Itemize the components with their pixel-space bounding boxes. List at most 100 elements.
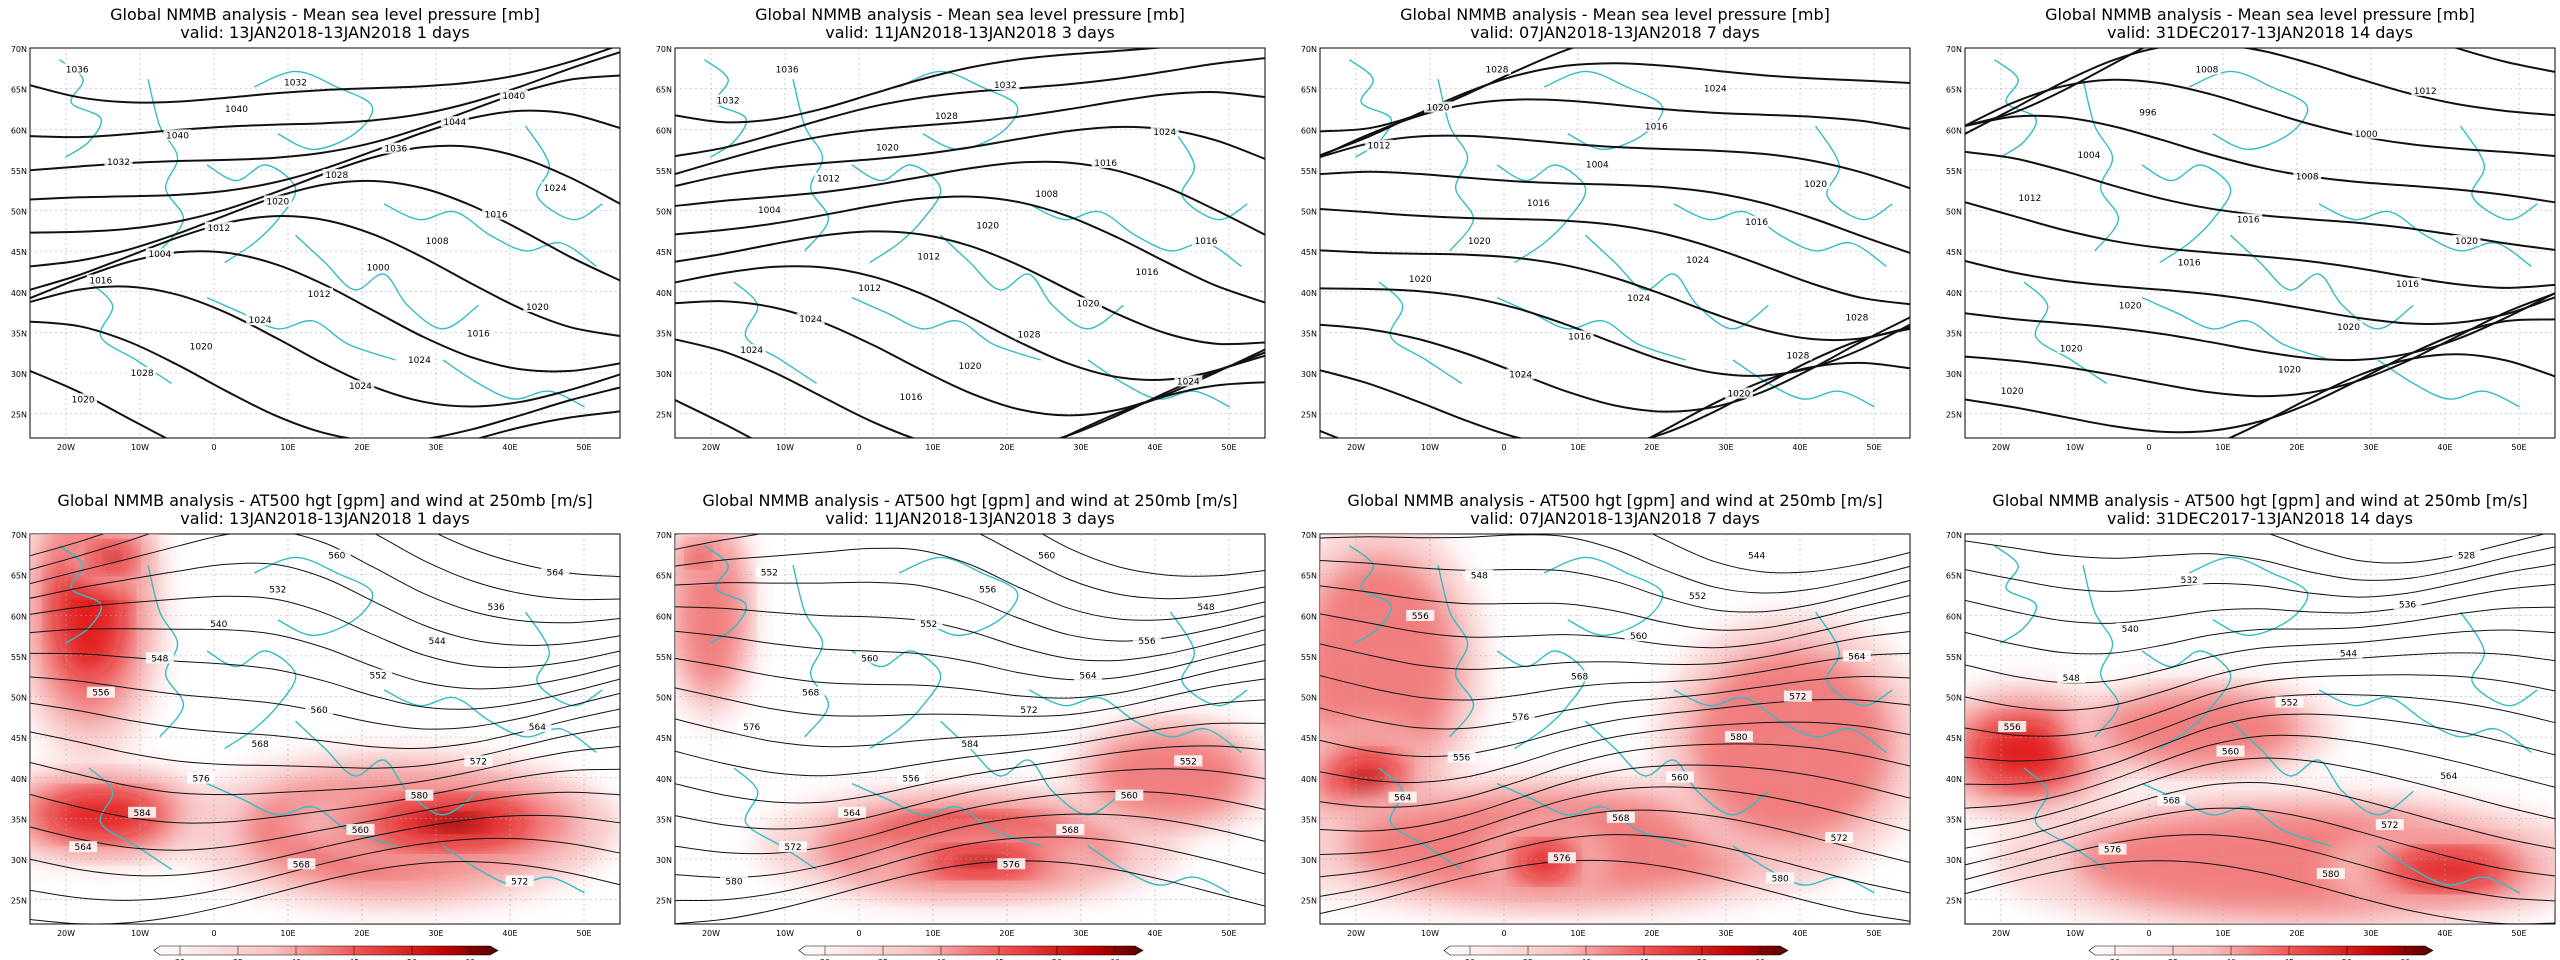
- wind-colorbar: [2088, 945, 2434, 956]
- lat-tick-label: 25N: [11, 897, 27, 906]
- jet-shading: [2360, 840, 2538, 899]
- contour-label: 572: [2381, 821, 2398, 831]
- contour-label: 552: [1689, 592, 1706, 602]
- coastline: [442, 845, 585, 894]
- contour-label: 1044: [443, 118, 466, 128]
- contour-line: [30, 791, 620, 851]
- lat-tick-label: 55N: [1946, 653, 1962, 662]
- contour-label: 564: [529, 723, 546, 733]
- contour-label: 564: [2440, 772, 2457, 782]
- lon-tick-label: 30E: [1718, 929, 1733, 938]
- coastline: [1349, 59, 1393, 158]
- lat-tick-label: 65N: [1946, 572, 1962, 581]
- coastline: [792, 79, 830, 252]
- contour-line: [1965, 734, 2555, 809]
- panel-title: Global NMMB analysis - Mean sea level pr…: [1400, 5, 1830, 24]
- jet-shading: [105, 552, 120, 563]
- lat-tick-label: 60N: [656, 612, 672, 621]
- contour-line: [1320, 809, 1910, 878]
- contour-line: [30, 595, 620, 668]
- contour-label: 1040: [225, 105, 248, 115]
- contour-label: 1020: [1427, 104, 1450, 114]
- lon-tick-label: 40E: [502, 443, 517, 452]
- contour-label: 568: [1062, 826, 1079, 836]
- contour-label: 552: [2281, 698, 2298, 708]
- contour-line: [675, 338, 1265, 438]
- jet-shading: [1320, 775, 1848, 917]
- contour-line: [1651, 534, 1910, 574]
- contour-label: 1036: [384, 145, 407, 155]
- contour-label: 1024: [249, 316, 272, 326]
- contour-label: 1040: [502, 92, 525, 102]
- jet-shading: [1500, 832, 1589, 891]
- contour-label: 1016: [900, 393, 923, 403]
- contour-label: 576: [1512, 713, 1529, 723]
- lon-tick-label: 10W: [776, 929, 794, 938]
- contour-label: 568: [802, 689, 819, 699]
- contour-label: 1020: [2278, 366, 2301, 376]
- contour-label: 560: [328, 551, 345, 561]
- contour-label: 1020: [2337, 323, 2360, 333]
- lat-tick-label: 45N: [656, 248, 672, 257]
- panel-valid-period: valid: 07JAN2018-13JAN2018 7 days: [1470, 23, 1760, 42]
- contour-line: [30, 702, 620, 750]
- lon-tick-label: 20W: [57, 929, 75, 938]
- contour-line: [30, 51, 620, 139]
- contour-line: [30, 726, 620, 769]
- panel-title: Global NMMB analysis - AT500 hgt [gpm] a…: [57, 491, 592, 510]
- lon-tick-label: 50E: [576, 929, 591, 938]
- contour-label: 564: [1079, 672, 1096, 682]
- coastline: [792, 565, 830, 738]
- coastline: [940, 234, 1124, 330]
- contour-label: 1016: [1568, 332, 1591, 342]
- coastline: [1437, 565, 1475, 738]
- coastline: [2082, 79, 2120, 252]
- contour-label: 1024: [349, 382, 372, 392]
- contour-line: [675, 813, 1265, 879]
- contour-label: 1016: [2396, 280, 2419, 290]
- jet-shading: [1653, 612, 1910, 877]
- contour-label: 548: [2063, 674, 2080, 684]
- contour-line: [30, 562, 620, 646]
- lon-tick-label: 10W: [1421, 929, 1439, 938]
- lon-tick-label: 20W: [702, 443, 720, 452]
- contour-line: [1320, 316, 1910, 413]
- lat-tick-label: 50N: [11, 208, 27, 217]
- coastline: [206, 782, 397, 847]
- contour-label: 556: [1453, 753, 1470, 763]
- lat-tick-label: 70N: [11, 531, 27, 540]
- contour-line: [1320, 287, 1910, 377]
- contour-label: 584: [134, 809, 151, 819]
- jet-shading: [1320, 739, 1423, 828]
- lat-tick-label: 45N: [1946, 734, 1962, 743]
- lon-tick-label: 0: [856, 443, 861, 452]
- contour-label: 576: [193, 774, 210, 784]
- jet-shading: [1692, 649, 1892, 840]
- coastline: [2377, 845, 2520, 894]
- lat-tick-label: 55N: [656, 167, 672, 176]
- contour-line: [675, 534, 1265, 577]
- contour-label: 1028: [1486, 65, 1509, 75]
- contour-line: [675, 630, 1265, 681]
- contour-label: 548: [1471, 572, 1488, 582]
- jet-shading: [2074, 810, 2517, 913]
- panel-valid-period: valid: 11JAN2018-13JAN2018 3 days: [825, 23, 1115, 42]
- coastline: [851, 164, 942, 264]
- contour-label: 1000: [367, 263, 390, 273]
- contour-label: 556: [92, 689, 109, 699]
- contour-line: [1320, 62, 1910, 157]
- coastline: [2141, 164, 2232, 264]
- jet-shading: [427, 814, 482, 831]
- contour-label: 1012: [917, 253, 940, 263]
- contour-label: 1028: [1018, 331, 1041, 341]
- lat-tick-label: 65N: [11, 572, 27, 581]
- lat-tick-label: 70N: [1946, 531, 1962, 540]
- lat-tick-label: 50N: [1946, 694, 1962, 703]
- contour-line: [1320, 786, 1910, 856]
- coastline: [898, 556, 1019, 637]
- contour-line: [1320, 249, 1910, 342]
- contour-label: 1024: [1704, 84, 1727, 94]
- contour-label: 580: [725, 877, 742, 887]
- coastline: [253, 556, 374, 637]
- lat-tick-label: 35N: [1946, 815, 1962, 824]
